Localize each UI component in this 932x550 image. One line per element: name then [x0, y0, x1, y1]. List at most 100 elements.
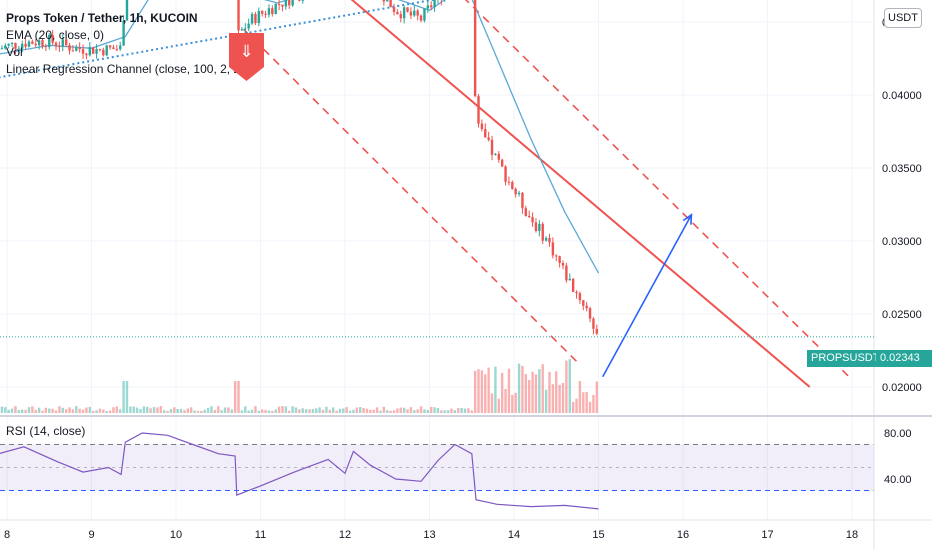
candle-body	[575, 291, 578, 294]
candle-body	[14, 42, 17, 49]
x-tick-label: 18	[846, 529, 858, 541]
candle-body	[105, 45, 108, 56]
volume-bar	[257, 410, 261, 413]
y-tick-label: 0.02500	[882, 309, 922, 321]
volume-bar	[460, 407, 463, 413]
candle-body	[274, 3, 277, 14]
candle-body	[561, 263, 565, 266]
legend-ema[interactable]: EMA (20, close, 0)	[6, 28, 105, 42]
candle-body	[429, 5, 433, 8]
sell-signal-flag[interactable]: ⇓	[229, 33, 265, 83]
volume-bar	[494, 366, 497, 413]
currency-button[interactable]: USDT	[884, 8, 922, 28]
volume-bar	[470, 410, 473, 413]
volume-bar	[541, 364, 544, 413]
volume-bar	[389, 410, 392, 413]
candle-body	[24, 43, 27, 47]
legend-title[interactable]: Props Token / Tether, 1h, KUCOIN	[6, 11, 198, 25]
volume-bar	[426, 409, 430, 413]
volume-bar	[575, 398, 578, 413]
candle-body	[528, 216, 531, 218]
volume-bar	[524, 374, 528, 413]
volume-bar	[585, 391, 588, 413]
x-tick-label: 9	[88, 529, 94, 541]
volume-bar	[112, 407, 115, 413]
volume-bar	[477, 369, 480, 413]
volume-bar	[223, 407, 227, 413]
volume-bar	[260, 409, 264, 413]
candle-body	[538, 223, 541, 231]
candle-body	[595, 328, 599, 334]
x-tick-label: 17	[761, 529, 773, 541]
volume-bar	[571, 401, 575, 413]
volume-bar	[146, 406, 149, 413]
volume-bar	[531, 371, 534, 413]
volume-bar	[419, 406, 423, 413]
volume-bar	[7, 409, 10, 413]
volume-bar	[450, 408, 453, 413]
volume-bars	[0, 359, 599, 413]
candle-body	[423, 8, 426, 21]
volume-bar	[230, 409, 233, 413]
volume-bar	[355, 407, 359, 413]
volume-bar	[102, 409, 105, 413]
candle-body	[61, 39, 64, 47]
candle-body	[264, 13, 267, 15]
candle-body	[571, 278, 575, 292]
candle-body	[484, 129, 487, 138]
volume-bar	[190, 407, 193, 413]
candle-body	[237, 0, 240, 31]
volume-bar	[521, 365, 524, 413]
regression-upper-line	[464, 0, 853, 381]
candle-body	[244, 28, 247, 30]
candle-body	[271, 8, 274, 14]
candle-body	[88, 47, 92, 56]
candle-body	[260, 11, 264, 14]
rsi-legend[interactable]: RSI (14, close)	[6, 424, 86, 438]
volume-bar	[139, 408, 142, 413]
candle-body	[267, 8, 271, 15]
candle-body	[531, 217, 534, 223]
candle-body	[115, 49, 119, 51]
volume-bar	[406, 409, 409, 413]
candle-body	[477, 96, 480, 124]
volume-bar	[298, 409, 301, 413]
candle-body	[250, 13, 254, 24]
candle-body	[75, 47, 78, 51]
candle-body	[578, 293, 582, 301]
candle-body	[71, 50, 75, 52]
candle-body	[511, 182, 514, 189]
y-tick-label: 0.03500	[882, 163, 922, 175]
volume-bar	[558, 384, 561, 413]
x-tick-label: 12	[339, 529, 351, 541]
volume-bar	[166, 410, 169, 413]
candle-body	[497, 153, 500, 160]
volume-bar	[342, 408, 345, 413]
candle-body	[551, 242, 555, 256]
volume-bar	[85, 407, 88, 413]
volume-bar	[413, 410, 416, 413]
projection-arrow-line	[602, 214, 693, 378]
candle-body	[257, 11, 261, 24]
volume-bar	[396, 408, 399, 413]
candle-body	[521, 192, 524, 209]
volume-bar	[108, 410, 112, 413]
volume-bar	[321, 409, 325, 413]
volume-bar	[369, 409, 372, 413]
legend-lrc[interactable]: Linear Regression Channel (close, 100, 2…	[6, 62, 245, 76]
volume-bar	[95, 410, 98, 413]
volume-bar	[71, 409, 75, 413]
volume-bar	[14, 406, 17, 413]
volume-bar	[392, 410, 396, 413]
candle-body	[7, 43, 10, 46]
candle-body	[119, 45, 122, 50]
volume-bar	[21, 409, 24, 413]
volume-bar	[551, 384, 555, 413]
legend-vol[interactable]: Vol	[6, 45, 23, 59]
volume-bar	[467, 408, 470, 413]
candle-body	[0, 48, 4, 50]
volume-bar	[386, 410, 389, 413]
volume-bar	[365, 408, 369, 413]
volume-bar	[372, 409, 375, 413]
candle-body	[291, 0, 294, 6]
